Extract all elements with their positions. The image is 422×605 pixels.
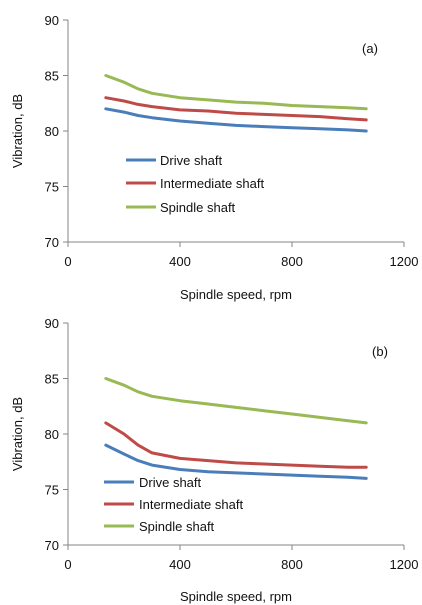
y-tick-label: 90 [45,316,59,331]
y-axis-title: Vibration, dB [10,397,25,471]
x-tick-label: 400 [169,557,191,572]
y-tick-label: 75 [45,483,59,498]
x-tick-label: 400 [169,254,191,269]
y-tick-label: 80 [45,427,59,442]
series-line-drive-shaft [104,107,368,133]
y-tick-label: 75 [45,180,59,195]
legend-label-intermediate-shaft: Intermediate shaft [160,176,264,191]
legend-label-spindle-shaft: Spindle shaft [160,200,236,215]
x-tick-label: 800 [281,557,303,572]
y-axis-title: Vibration, dB [10,94,25,168]
y-tick-label: 85 [45,372,59,387]
series-line-intermediate-shaft [104,96,368,122]
series-line-spindle-shaft [104,74,368,111]
legend: Drive shaft Intermediate shaft Spindle s… [126,153,264,215]
chart-panel-b: (b) Vibration, dB Spindle speed, rpm Dri… [10,316,418,604]
series-line-drive-shaft [104,443,368,480]
legend-label-drive-shaft: Drive shaft [139,475,202,490]
y-tick-label: 80 [45,124,59,139]
x-tick-label: 0 [64,254,71,269]
series-line-intermediate-shaft [104,421,368,469]
x-axis-title: Spindle speed, rpm [180,287,292,302]
legend-label-drive-shaft: Drive shaft [160,153,223,168]
y-tick-label: 85 [45,69,59,84]
x-tick-label: 1200 [390,557,419,572]
panel-label: (b) [372,344,388,359]
x-tick-label: 800 [281,254,303,269]
chart-panel-a: (a) Vibration, dB Spindle speed, rpm Dri… [10,13,418,302]
y-tick-label: 90 [45,13,59,28]
y-tick-label: 70 [45,538,59,553]
x-tick-label: 1200 [390,254,419,269]
panel-label: (a) [362,41,378,56]
legend: Drive shaft Intermediate shaft Spindle s… [104,475,243,534]
legend-label-intermediate-shaft: Intermediate shaft [139,497,243,512]
legend-label-spindle-shaft: Spindle shaft [139,519,215,534]
x-tick-label: 0 [64,557,71,572]
series-line-spindle-shaft [104,377,368,425]
x-axis-title: Spindle speed, rpm [180,589,292,604]
y-tick-label: 70 [45,235,59,250]
